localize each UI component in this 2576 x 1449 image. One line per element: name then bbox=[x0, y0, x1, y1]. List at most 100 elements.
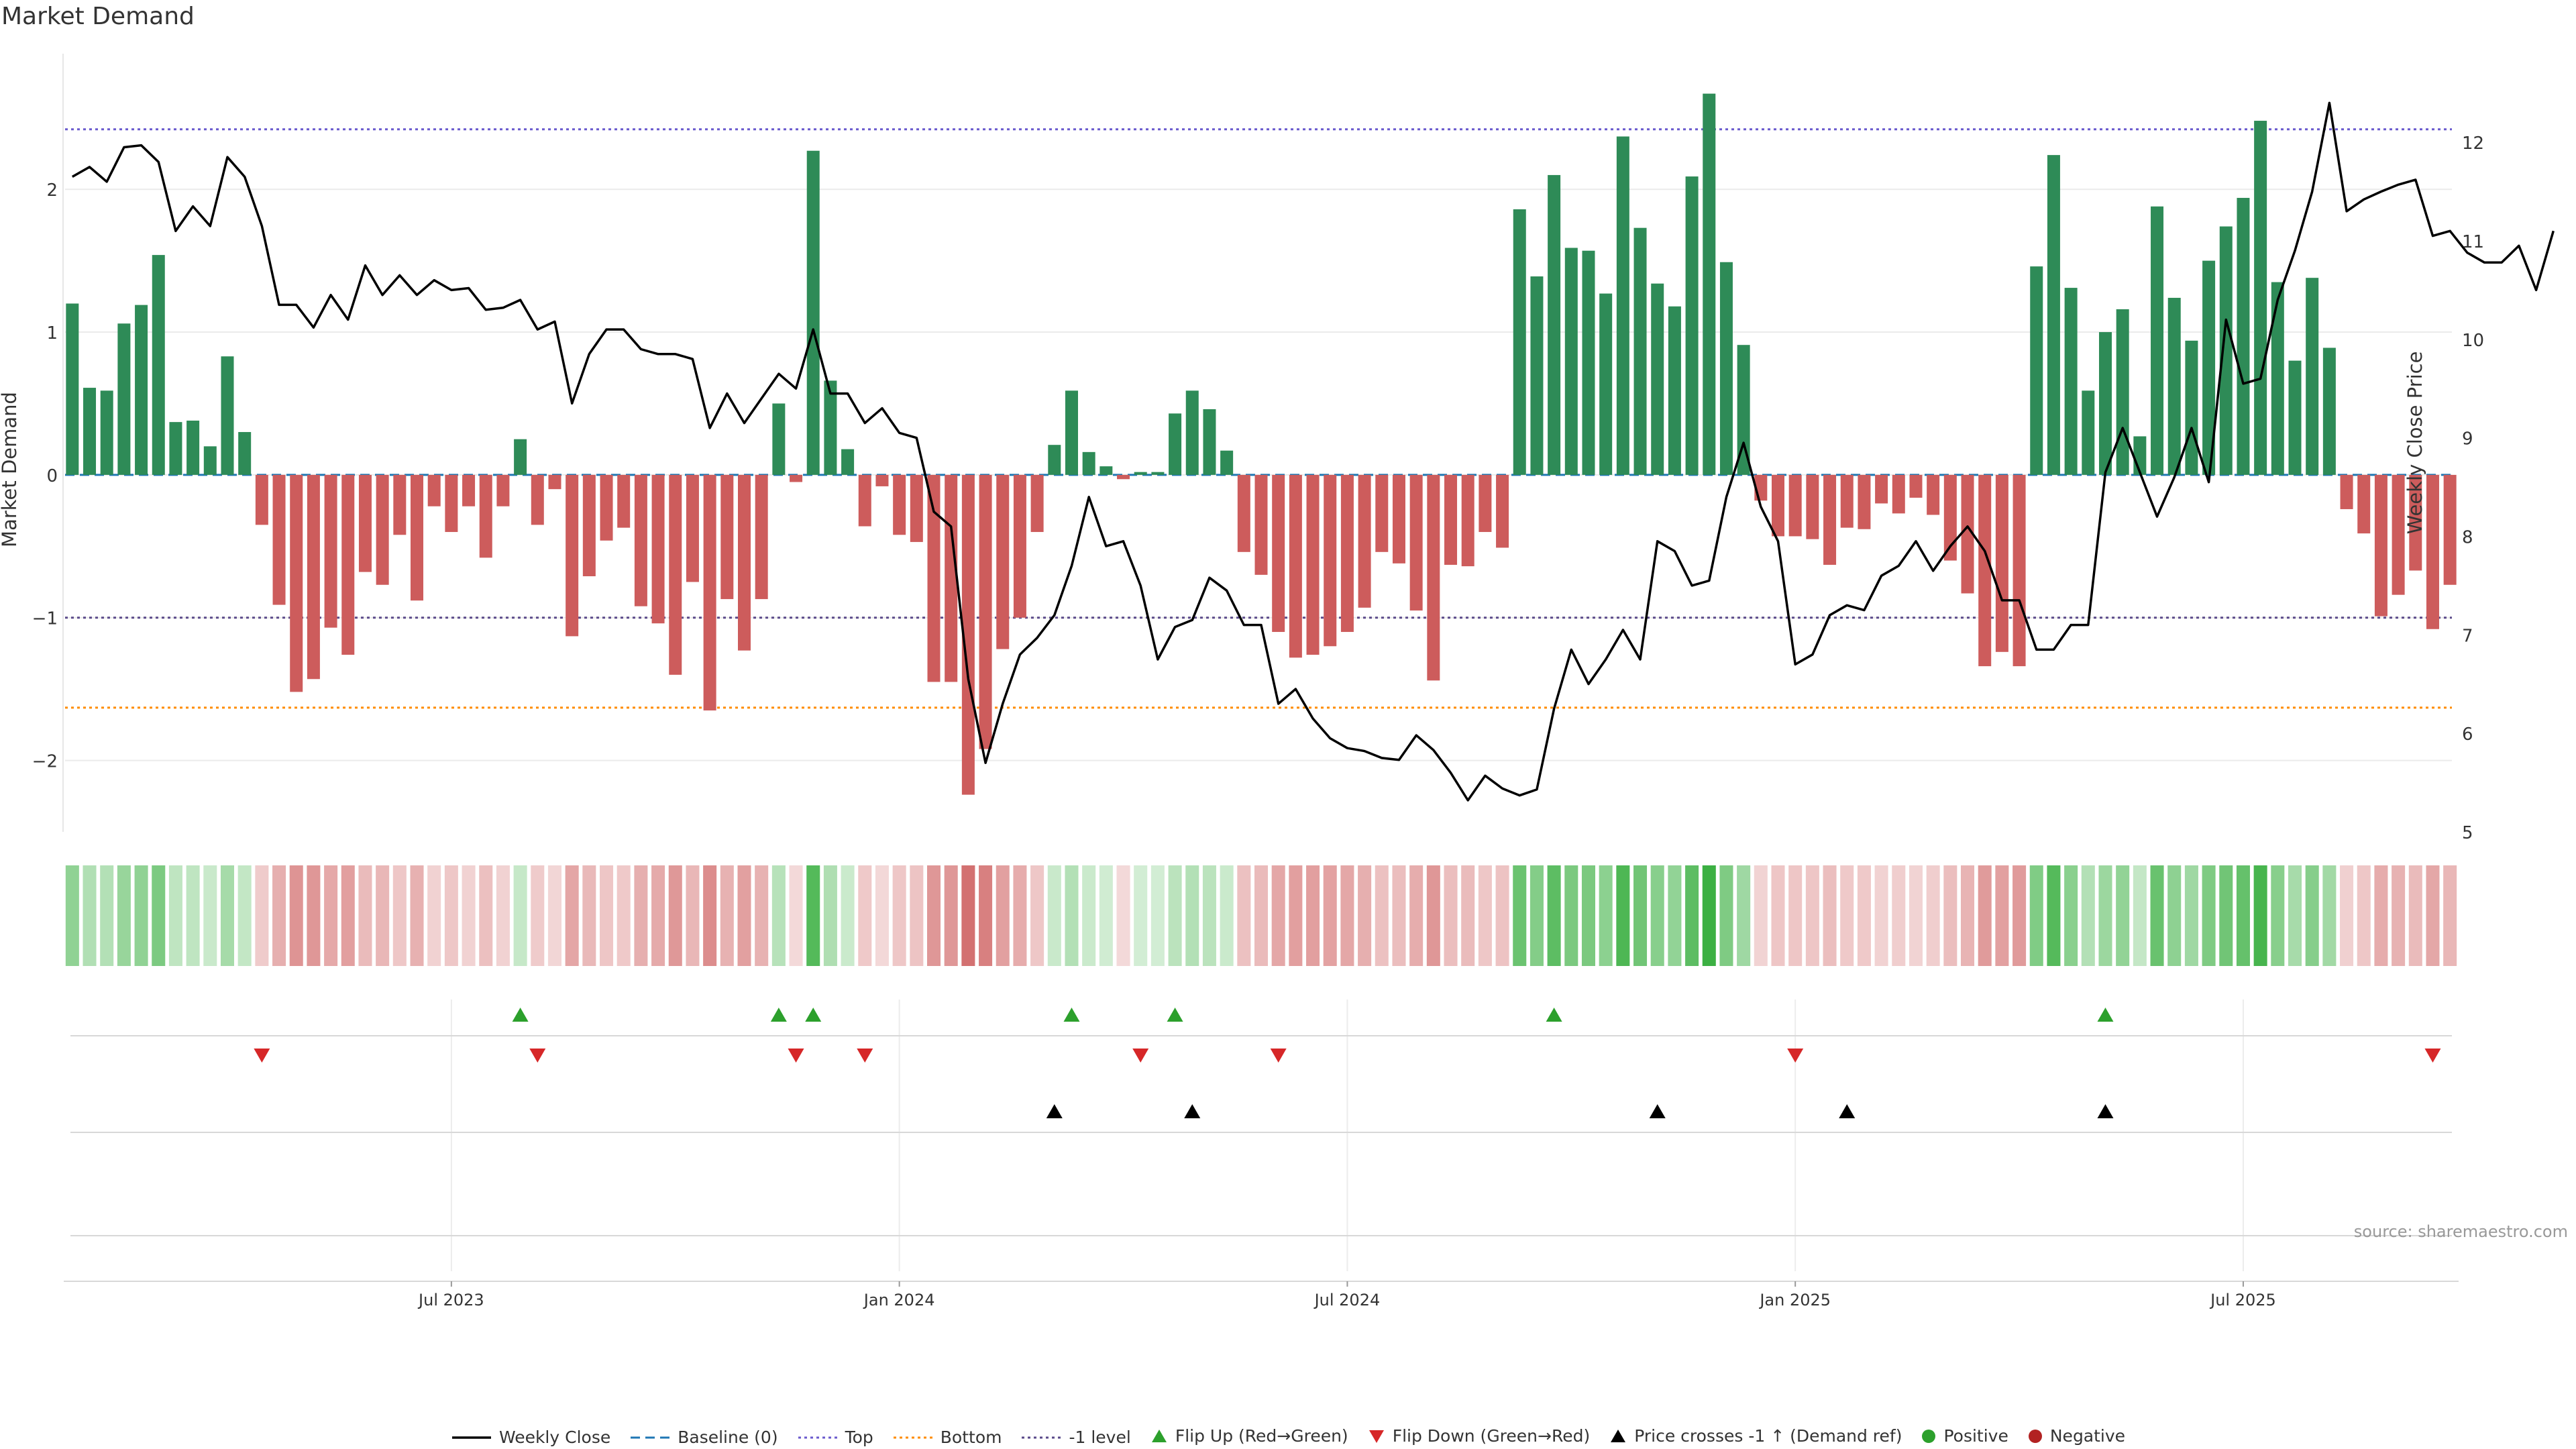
demand-bar bbox=[2151, 206, 2164, 475]
heat-cell bbox=[634, 865, 648, 966]
demand-bar bbox=[1203, 409, 1216, 475]
heat-cell bbox=[823, 865, 837, 966]
reference-lines bbox=[65, 128, 2452, 709]
weekly-close-line bbox=[71, 101, 2555, 802]
demand-bar bbox=[2392, 474, 2405, 595]
demand-bar bbox=[2340, 474, 2353, 509]
price-cross-marker bbox=[1839, 1104, 1856, 1118]
demand-bar bbox=[1409, 474, 1423, 611]
demand-bar bbox=[1082, 451, 1095, 475]
demand-bar bbox=[238, 432, 252, 475]
demand-bar bbox=[324, 474, 337, 628]
legend-item-minus-one: -1 level bbox=[1020, 1428, 1131, 1447]
heat-cell bbox=[2012, 865, 2027, 966]
demand-bar bbox=[634, 474, 647, 606]
x-tick-label: Jan 2024 bbox=[863, 1291, 935, 1309]
demand-bar bbox=[2219, 226, 2233, 475]
heat-cell bbox=[1478, 865, 1492, 966]
demand-bar bbox=[2202, 260, 2216, 475]
legend-label: Weekly Close bbox=[498, 1428, 611, 1447]
legend-item-weekly-close: Weekly Close bbox=[451, 1428, 610, 1447]
heat-cell bbox=[2167, 865, 2182, 966]
demand-bar bbox=[411, 474, 424, 601]
heat-cell bbox=[2219, 865, 2233, 966]
heat-cell bbox=[582, 865, 596, 966]
demand-bar bbox=[2306, 278, 2319, 475]
heat-cell bbox=[1909, 865, 1923, 966]
demand-bars bbox=[66, 93, 2457, 795]
demand-bar bbox=[1978, 474, 1992, 667]
demand-bar bbox=[1840, 474, 1854, 528]
demand-bar bbox=[376, 474, 389, 585]
flip-down-marker bbox=[1270, 1049, 1287, 1063]
demand-bar bbox=[651, 474, 665, 624]
demand-bar bbox=[66, 303, 79, 475]
heat-cell bbox=[565, 865, 579, 966]
heat-cell bbox=[2253, 865, 2267, 966]
heat-cell bbox=[1409, 865, 1424, 966]
heat-cell bbox=[1943, 865, 1957, 966]
heat-cell bbox=[1685, 865, 1699, 966]
demand-bar bbox=[2322, 347, 2336, 475]
demand-bar bbox=[927, 474, 941, 682]
y-tick-right: 9 bbox=[2462, 429, 2473, 449]
demand-bar bbox=[2288, 360, 2302, 475]
demand-bar bbox=[1737, 345, 1750, 475]
demand-bar bbox=[720, 474, 734, 600]
flip-down-marker bbox=[1132, 1049, 1149, 1063]
heat-cell bbox=[376, 865, 390, 966]
heat-cell bbox=[392, 865, 407, 966]
demand-bar bbox=[1909, 474, 1923, 498]
heat-cell bbox=[100, 865, 114, 966]
flip-down-marker bbox=[529, 1049, 546, 1063]
heat-cell bbox=[168, 865, 182, 966]
legend-item-flip-up: Flip Up (Red→Green) bbox=[1150, 1426, 1348, 1446]
heat-cell bbox=[1547, 865, 1561, 966]
legend-item-positive: Positive bbox=[1921, 1426, 2008, 1446]
flip-down-marker bbox=[254, 1049, 270, 1063]
heat-cell bbox=[1805, 865, 1819, 966]
heat-cell bbox=[237, 865, 252, 966]
y-tick-right: 10 bbox=[2462, 331, 2484, 351]
demand-bar bbox=[2082, 390, 2095, 475]
heat-cell bbox=[944, 865, 958, 966]
heat-cell bbox=[531, 865, 545, 966]
y-tick-right: 5 bbox=[2462, 823, 2473, 843]
heat-cell bbox=[806, 865, 820, 966]
demand-bar bbox=[2374, 474, 2387, 616]
heat-cell bbox=[720, 865, 734, 966]
event-markers bbox=[64, 1008, 2459, 1282]
heat-cell bbox=[1737, 865, 1751, 966]
heat-cell bbox=[1978, 865, 1992, 966]
demand-bar bbox=[910, 474, 923, 542]
demand-bar bbox=[1633, 227, 1647, 475]
demand-bar bbox=[514, 439, 527, 475]
demand-bar bbox=[2167, 297, 2181, 475]
legend-label: Baseline (0) bbox=[678, 1428, 778, 1447]
heat-cell bbox=[255, 865, 269, 966]
demand-bar bbox=[737, 474, 751, 651]
axis-labels: Market Demand Weekly Close Price bbox=[0, 352, 2426, 547]
heat-cell bbox=[513, 865, 527, 966]
demand-bar bbox=[135, 305, 148, 475]
legend-label: Flip Down (Green→Red) bbox=[1392, 1426, 1591, 1446]
heat-cell bbox=[2150, 865, 2164, 966]
legend-item-flip-down: Flip Down (Green→Red) bbox=[1367, 1426, 1591, 1446]
heat-cell bbox=[1150, 865, 1165, 966]
demand-bar bbox=[1616, 136, 1629, 475]
demand-bar bbox=[772, 403, 786, 475]
demand-bar bbox=[1030, 474, 1044, 533]
heat-cell bbox=[926, 865, 941, 966]
demand-bar bbox=[1703, 93, 1716, 475]
y-tick-left: −1 bbox=[32, 609, 58, 629]
heat-cell bbox=[324, 865, 338, 966]
demand-bar bbox=[1099, 466, 1113, 475]
demand-bar bbox=[600, 474, 613, 541]
demand-bar bbox=[393, 474, 407, 535]
demand-bar bbox=[1169, 413, 1182, 475]
heat-cell bbox=[2133, 865, 2147, 966]
heat-cell bbox=[1082, 865, 1096, 966]
heat-cell bbox=[1633, 865, 1648, 966]
price-cross-marker bbox=[2097, 1104, 2114, 1118]
demand-bar bbox=[790, 474, 803, 482]
